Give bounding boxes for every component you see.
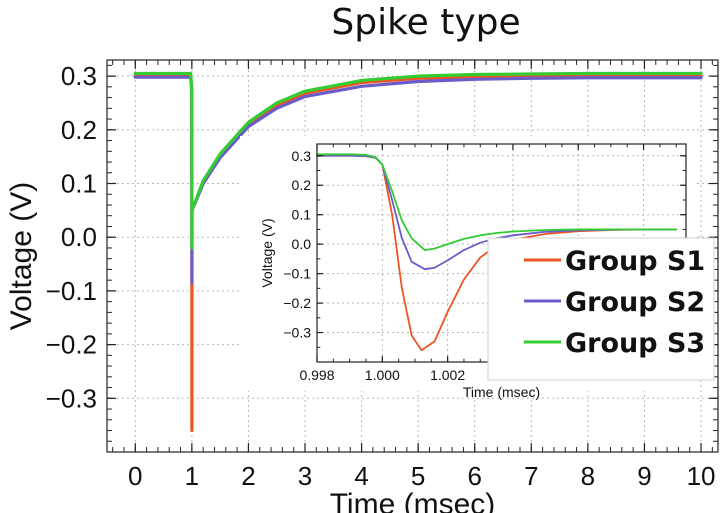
main-x-tick-label: 5	[411, 461, 425, 491]
main-y-tick-label: 0.0	[61, 222, 97, 252]
legend-label-group-s3: Group S3	[565, 328, 705, 359]
main-x-tick-label: 8	[581, 461, 595, 491]
main-plot-frame	[106, 59, 719, 453]
inset-x-tick-label: 1.000	[365, 367, 400, 383]
main-x-tick-label: 2	[241, 461, 255, 491]
inset-plot: 0.9981.0001.0021.0041.0061.0080.30.20.10…	[240, 136, 715, 400]
main-x-tick-label: 6	[467, 461, 481, 491]
main-x-tick-label: 7	[524, 461, 538, 491]
inset-y-tick-label: 0.1	[292, 207, 312, 223]
main-y-tick-label: −0.1	[46, 276, 97, 306]
legend-label-group-s1: Group S1	[565, 246, 705, 277]
inset-x-axis-label: Time (msec)	[463, 384, 540, 400]
main-x-tick-label: 4	[354, 461, 368, 491]
legend-box	[487, 237, 715, 381]
inset-y-tick-label: −0.1	[283, 266, 311, 282]
inset-y-tick-label: −0.2	[283, 295, 311, 311]
main-x-tick-label: 1	[185, 461, 199, 491]
main-x-tick-label: 3	[298, 461, 312, 491]
main-y-tick-label: −0.3	[46, 383, 97, 413]
main-y-tick-label: −0.2	[46, 330, 97, 360]
inset-y-axis-label: Voltage (V)	[259, 218, 275, 287]
main-y-axis-label: Voltage (V)	[5, 182, 38, 330]
main-x-tick-label: 0	[128, 461, 142, 491]
legend-label-group-s2: Group S2	[565, 287, 705, 318]
inset-x-tick-label: 1.002	[430, 367, 465, 383]
main-y-tick-label: 0.1	[61, 169, 97, 199]
main-series-line-group-s2	[133, 75, 703, 285]
inset-series-line-group-s3	[316, 153, 678, 251]
legend: Group S1 Group S2 Group S3	[487, 237, 715, 381]
inset-y-tick-label: −0.3	[283, 325, 311, 341]
main-y-tick-label: 0.2	[61, 115, 97, 145]
main-x-tick-label: 9	[637, 461, 651, 491]
main-x-axis-label: Time (msec)	[330, 488, 496, 513]
chart-title: Spike type	[331, 2, 520, 43]
inset-x-tick-label: 0.998	[299, 367, 334, 383]
inset-y-tick-label: 0.3	[292, 148, 312, 164]
main-y-tick-label: 0.3	[61, 61, 97, 91]
inset-y-tick-label: 0.0	[292, 236, 312, 252]
main-x-tick-label: 10	[687, 461, 716, 491]
main-series-line-group-s3	[133, 71, 703, 250]
inset-y-tick-label: 0.2	[292, 177, 312, 193]
